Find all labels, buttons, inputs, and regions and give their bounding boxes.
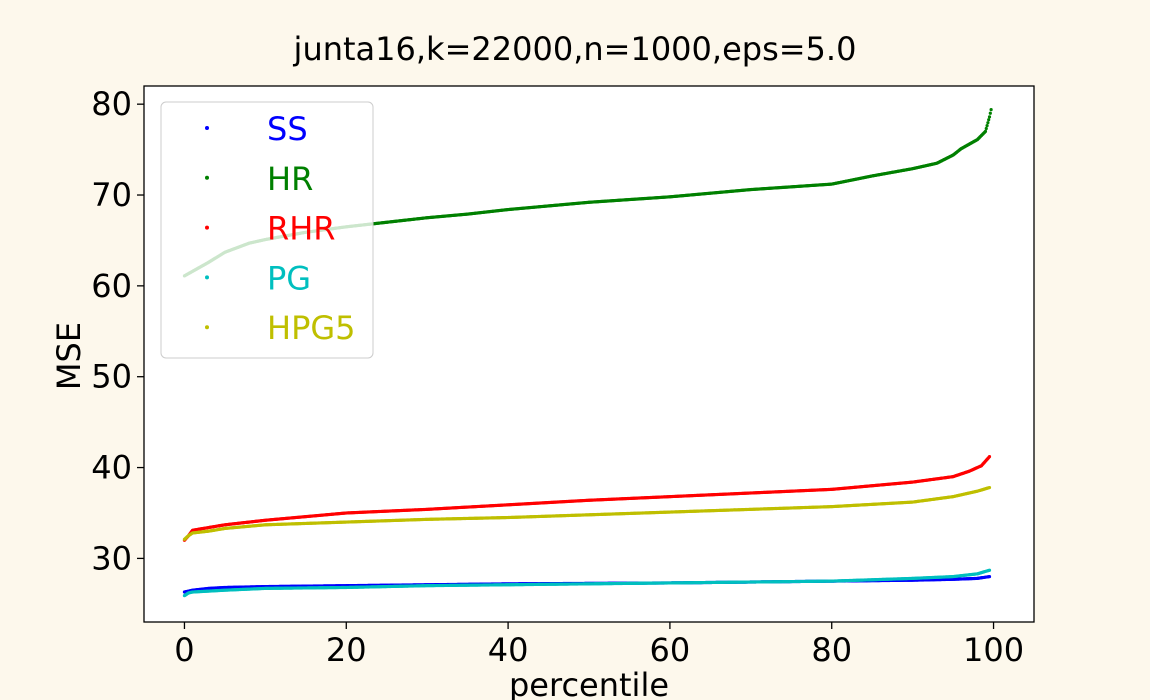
- data-point: [987, 115, 992, 119]
- data-point: [983, 129, 988, 133]
- data-point: [989, 108, 993, 112]
- data-point: [987, 568, 992, 572]
- chart-title: junta16,k=22000,n=1000,eps=5.0: [293, 30, 857, 68]
- data-point: [986, 121, 990, 125]
- series-pg: [182, 568, 992, 598]
- series-layer: [182, 108, 993, 598]
- data-point: [984, 126, 988, 131]
- data-point: [988, 111, 992, 115]
- data-point: [987, 574, 992, 579]
- series-hpg5: [182, 485, 992, 541]
- data-point: [987, 118, 991, 122]
- series-rhr: [182, 455, 992, 542]
- data-point: [985, 123, 989, 128]
- data-point: [987, 455, 992, 459]
